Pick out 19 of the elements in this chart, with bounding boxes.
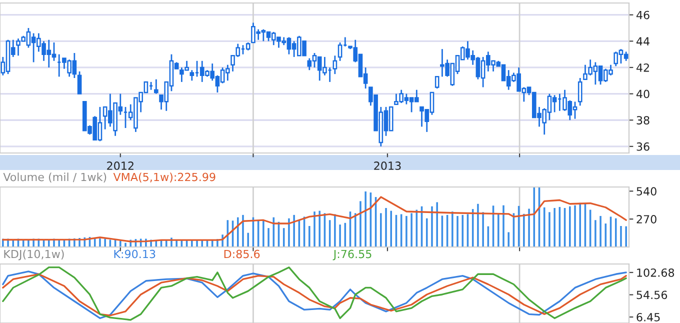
- x-tick-label: 2013: [374, 162, 401, 170]
- y-tick-label: 270: [636, 215, 656, 224]
- y-tick-label: 540: [636, 187, 656, 196]
- series-label: K:90.13: [114, 250, 156, 258]
- y-tick-label: 36: [636, 142, 650, 151]
- y-tick-label: 38: [636, 116, 650, 124]
- y-tick-label: 6.45: [636, 312, 660, 322]
- x-tick-label: 2012: [107, 162, 134, 170]
- chart-title: Volume (mil / 1wk): [3, 172, 106, 183]
- y-tick-label: 42: [636, 63, 649, 72]
- text: J:76.55: [332, 250, 372, 260]
- y-tick-label: 102.68: [637, 268, 674, 277]
- y-tick-label: 54.56: [636, 290, 668, 300]
- chart-title: KDJ(10,1w): [4, 250, 64, 260]
- y-tick-label: 44: [636, 37, 650, 46]
- y-tick-label: 40: [636, 90, 650, 98]
- y-tick-label: 46: [636, 10, 650, 20]
- series-label: D:85.6: [224, 250, 260, 258]
- text: VMA(5,1w):225.99: [113, 172, 216, 183]
